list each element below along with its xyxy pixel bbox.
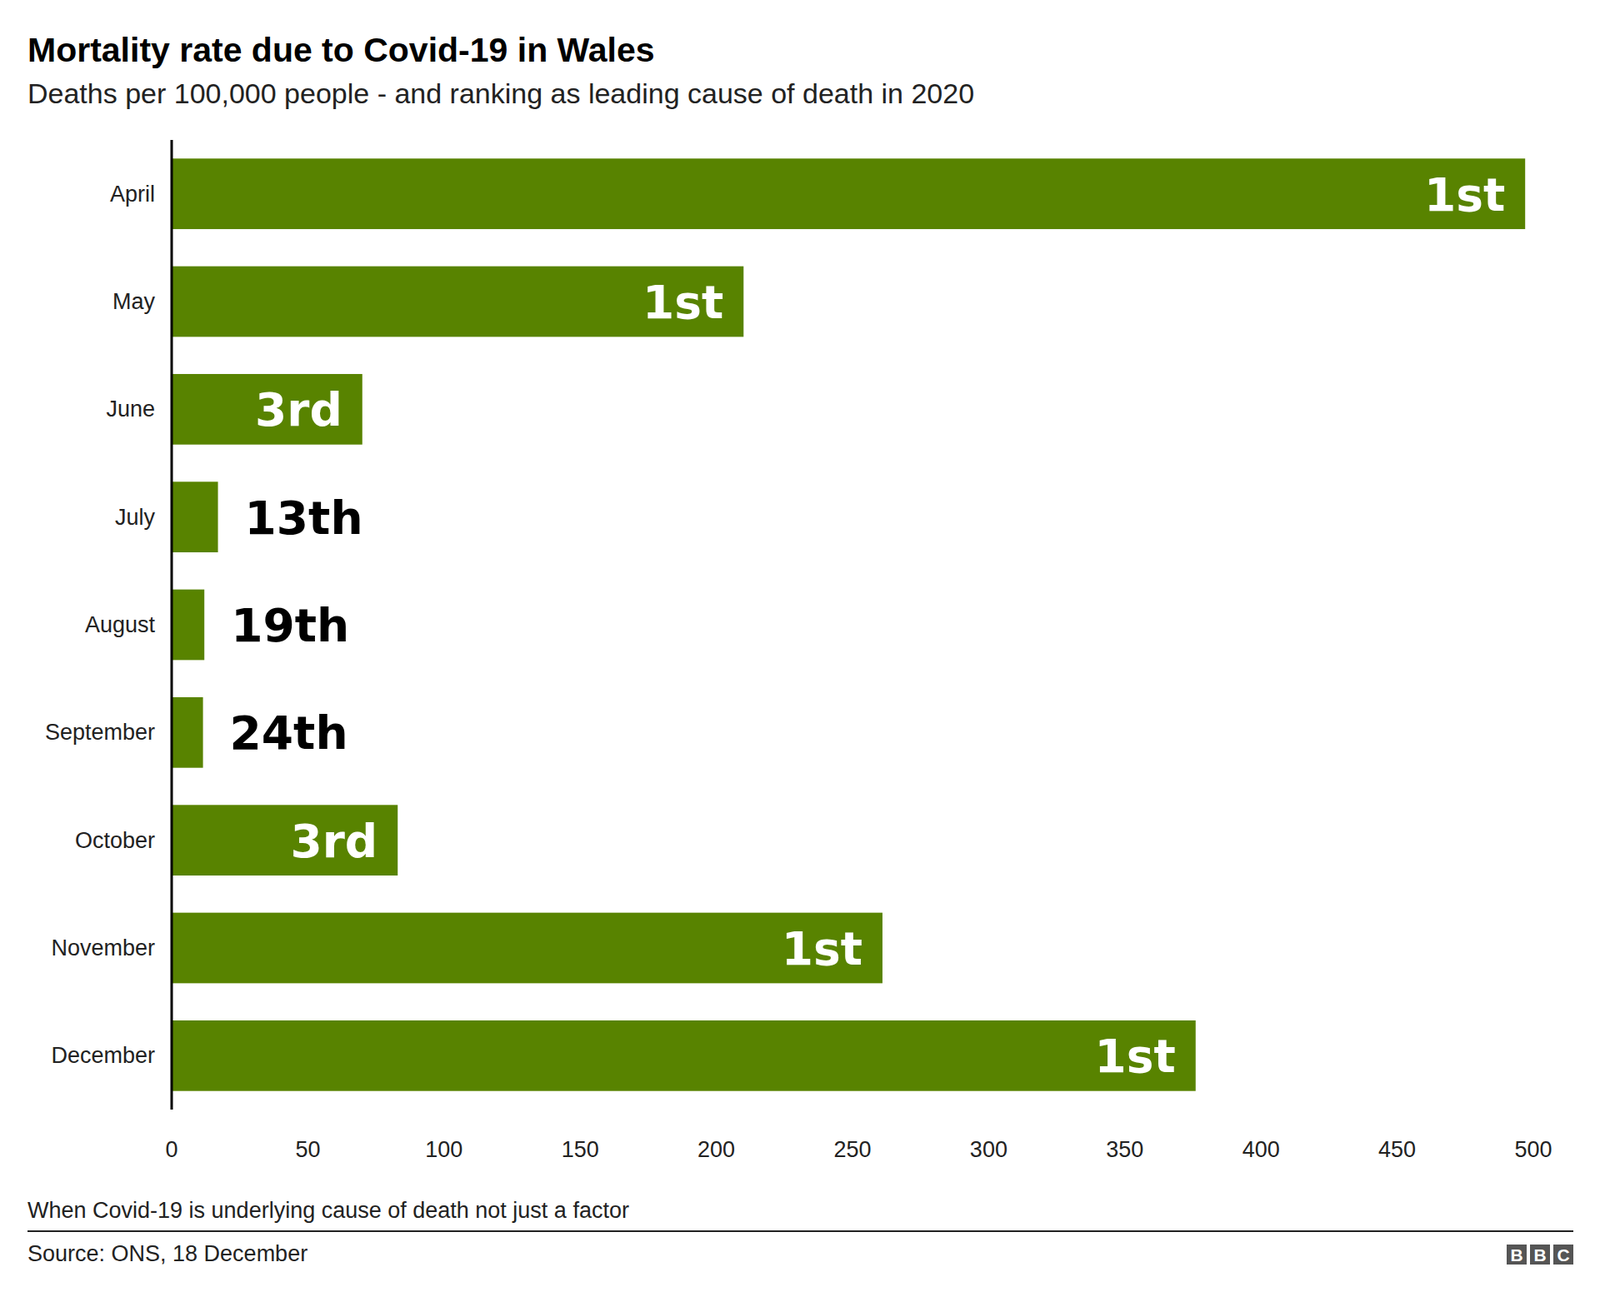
source: Source: ONS, 18 December [27, 1241, 308, 1267]
bar [171, 590, 205, 661]
category-label: August [85, 612, 156, 638]
divider [27, 1230, 1574, 1233]
bar [171, 374, 363, 445]
tick-label: 100 [425, 1137, 463, 1163]
logo-letter: B [1510, 1245, 1523, 1265]
rank-annotation: 19th [230, 599, 350, 653]
bar [171, 697, 204, 769]
category-label: April [110, 181, 155, 207]
bar [171, 481, 219, 553]
bars [171, 158, 1525, 1091]
tick-label: 50 [295, 1137, 320, 1163]
category-label: May [112, 289, 156, 315]
bar [171, 266, 744, 338]
axis-line [170, 140, 174, 1110]
tick-label: 500 [1514, 1137, 1552, 1163]
tick-label: 350 [1105, 1137, 1144, 1163]
bar [171, 158, 1525, 230]
tick-label: 450 [1378, 1137, 1416, 1163]
bar [171, 913, 883, 985]
bar [171, 1020, 1196, 1092]
logo: BBC [1506, 1245, 1574, 1265]
rank-annotation: 1st [1424, 168, 1505, 222]
tick-label: 200 [697, 1137, 735, 1163]
note: When Covid-19 is underlying cause of dea… [27, 1198, 630, 1224]
category-label: September [45, 720, 155, 745]
category-label: December [50, 1043, 155, 1069]
rank-annotation: 3rd [290, 815, 378, 869]
title: Mortality rate due to Covid-19 in Wales [27, 30, 655, 70]
logo-letter: C [1556, 1245, 1570, 1265]
rank-annotation: 1st [1094, 1030, 1175, 1084]
labels: April 1st May 1st June 3rd July 13th August 19th S… [45, 168, 1505, 1085]
tick-label: 150 [561, 1137, 600, 1163]
logo-box [1506, 1245, 1527, 1265]
logo-box [1530, 1245, 1550, 1265]
subtitle: Deaths per 100,000 people - and ranking … [27, 77, 975, 110]
rank-annotation: 1st [781, 922, 863, 976]
tick-label: 300 [970, 1137, 1008, 1163]
rank-annotation: 13th [245, 491, 364, 545]
rank-annotation: 3rd [255, 383, 343, 437]
logo-box [1553, 1245, 1574, 1265]
bar [171, 805, 398, 876]
category-label: June [105, 396, 155, 422]
rank-annotation: 24th [230, 706, 349, 760]
tick-label: 0 [165, 1137, 178, 1163]
category-label: October [75, 828, 155, 854]
tick-label: 250 [833, 1137, 871, 1163]
rank-annotation: 1st [642, 275, 724, 330]
tick-label: 400 [1242, 1137, 1280, 1163]
category-label: July [115, 505, 156, 530]
category-label: November [50, 935, 155, 961]
logo-letter: B [1533, 1245, 1546, 1265]
chart: Mortality rate due to Covid-19 in Wales D… [0, 0, 1600, 1302]
